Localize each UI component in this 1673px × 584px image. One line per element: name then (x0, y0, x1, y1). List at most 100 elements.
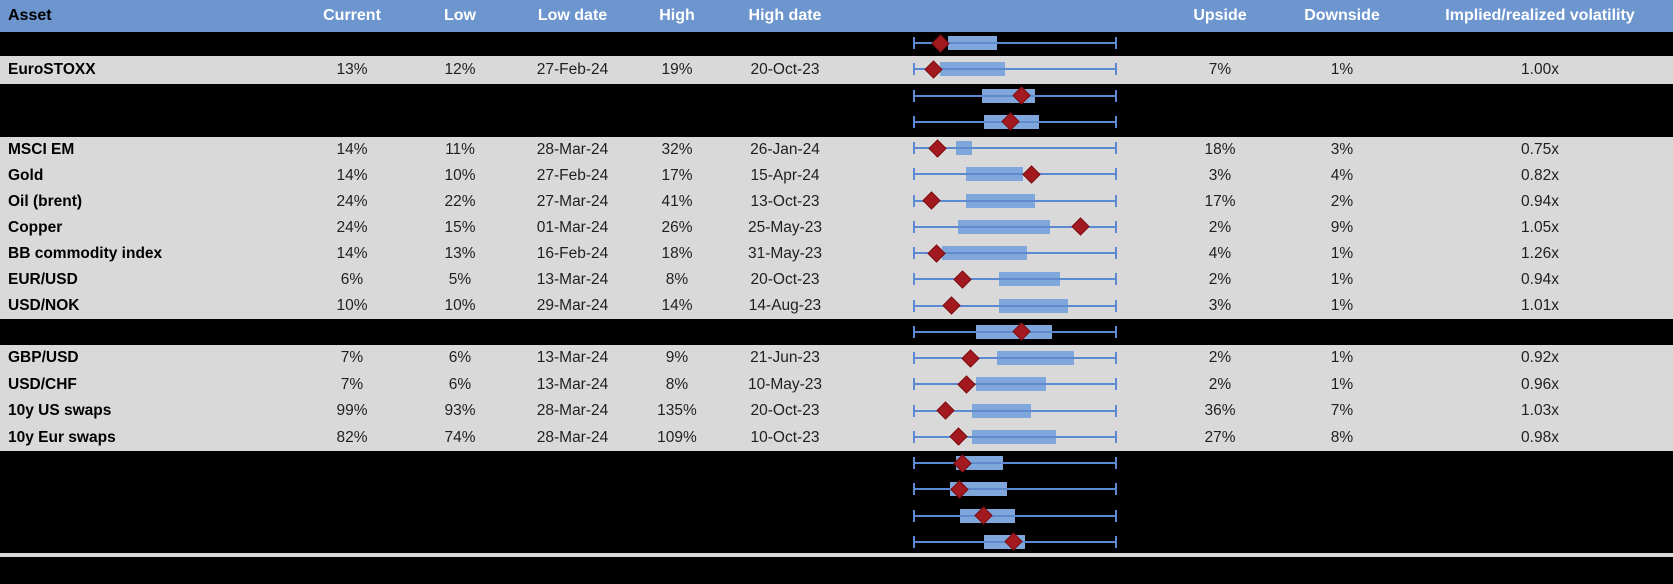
implied-realized-value: 1.00x (1521, 61, 1559, 78)
whisker-cap-left (913, 142, 915, 155)
high-date-value: 20-Oct-23 (750, 61, 820, 78)
downside-value: 1% (1330, 375, 1354, 393)
low-date-value: 29-Mar-24 (536, 297, 609, 314)
whisker-cap-right (1115, 404, 1117, 417)
low-date-value: 13-Mar-24 (536, 375, 609, 393)
current-marker-diamond (1022, 165, 1041, 184)
column-header-high-date[interactable]: High date (748, 7, 822, 24)
implied-realized-value: 0.94x (1521, 271, 1559, 288)
boxplot-msci-em (913, 138, 1117, 158)
table-row[interactable]: EUR/USD 6% 5% 13-Mar-24 8% 20-Oct-23 2% … (0, 267, 1673, 293)
whisker-line (913, 488, 1117, 491)
current-value: 7% (340, 349, 364, 366)
current-value: 14% (336, 245, 368, 262)
implied-realized-value: 1.03x (1521, 402, 1559, 419)
whisker-cap-right (1115, 483, 1117, 496)
high-value: 109% (657, 428, 697, 446)
current-marker-diamond (952, 270, 972, 289)
table-row[interactable]: EuroSTOXX 13% 12% 27-Feb-24 19% 20-Oct-2… (0, 56, 1673, 84)
box-range (998, 298, 1069, 313)
boxplot-hidden-row-19 (913, 532, 1117, 552)
table-row[interactable]: Oil (brent) 24% 22% 27-Mar-24 41% 13-Oct… (0, 189, 1673, 215)
column-header-low[interactable]: Low (444, 7, 476, 24)
boxplot-eurostoxx (913, 59, 1117, 79)
table-row[interactable]: MSCI EM 14% 11% 28-Mar-24 32% 26-Jan-24 … (0, 137, 1673, 163)
low-value: 11% (445, 141, 475, 158)
table-row[interactable]: Copper 24% 15% 01-Mar-24 26% 25-May-23 2… (0, 215, 1673, 241)
high-date-value: 26-Jan-24 (750, 141, 820, 158)
current-value: 14% (336, 167, 368, 184)
current-value: 99% (336, 402, 368, 419)
whisker-cap-right (1115, 89, 1117, 102)
column-header-asset[interactable]: Asset (8, 7, 52, 24)
column-header-upside[interactable]: Upside (1193, 7, 1247, 24)
whisker-line (913, 514, 1117, 517)
boxplot-eur-usd (913, 269, 1117, 289)
high-date-value: 31-May-23 (747, 245, 823, 262)
whisker-cap-left (913, 509, 915, 522)
high-value: 9% (665, 349, 689, 366)
current-marker-diamond (1071, 217, 1090, 237)
current-marker-diamond (928, 138, 947, 158)
table-row[interactable]: GBP/USD 7% 6% 13-Mar-24 9% 21-Jun-23 2% … (0, 345, 1673, 371)
whisker-cap-right (1115, 509, 1117, 522)
box-range (972, 403, 1032, 418)
upside-value: 2% (1208, 349, 1232, 366)
low-value: 5% (448, 271, 472, 288)
low-value: 13% (444, 245, 476, 262)
box-range (939, 62, 1005, 77)
whisker-cap-right (1115, 194, 1117, 207)
median-line (939, 68, 1005, 71)
implied-realized-value: 0.75x (1521, 141, 1559, 158)
asset-name: 10y US swaps (8, 402, 112, 419)
median-line (976, 383, 1046, 386)
median-line (972, 409, 1032, 412)
high-value: 8% (665, 375, 689, 393)
high-value: 14% (661, 297, 693, 314)
low-date-value: 28-Mar-24 (536, 141, 609, 158)
whisker-cap-right (1115, 247, 1117, 260)
low-date-value: 28-Mar-24 (536, 428, 609, 446)
downside-value: 7% (1330, 402, 1354, 419)
downside-value: 2% (1330, 193, 1354, 210)
boxplot-10y-eur-swaps (913, 427, 1117, 447)
column-header-current[interactable]: Current (323, 7, 381, 24)
box-range (941, 246, 1028, 261)
asset-name: BB commodity index (8, 245, 163, 262)
implied-realized-value: 0.82x (1521, 167, 1559, 184)
current-marker-diamond (942, 296, 961, 315)
table-row[interactable]: 10y US swaps 99% 93% 28-Mar-24 135% 20-O… (0, 398, 1673, 424)
asset-name: Copper (8, 219, 63, 236)
whisker-cap-right (1115, 273, 1117, 286)
table-row[interactable]: BB commodity index 14% 13% 16-Feb-24 18%… (0, 241, 1673, 267)
whisker-cap-right (1115, 63, 1117, 76)
high-date-value: 20-Oct-23 (750, 402, 820, 419)
downside-value: 4% (1330, 167, 1354, 184)
table-row[interactable]: 10y Eur swaps 82% 74% 28-Mar-24 109% 10-… (0, 424, 1673, 451)
low-date-value: 27-Mar-24 (536, 193, 609, 210)
table-row[interactable]: USD/CHF 7% 6% 13-Mar-24 8% 10-May-23 2% … (0, 371, 1673, 398)
table-row[interactable]: Gold 14% 10% 27-Feb-24 17% 15-Apr-24 3% … (0, 163, 1673, 189)
boxplot-hidden-row-18 (913, 506, 1117, 526)
whisker-cap-left (913, 299, 915, 312)
boxplot-gold (913, 164, 1117, 184)
whisker-cap-right (1115, 430, 1117, 443)
asset-name: MSCI EM (8, 141, 75, 158)
box-range (972, 429, 1056, 444)
asset-name: GBP/USD (8, 349, 79, 366)
table-row[interactable]: USD/NOK 10% 10% 29-Mar-24 14% 14-Aug-23 … (0, 293, 1673, 319)
high-date-value: 13-Oct-23 (750, 193, 820, 210)
column-header-low-date[interactable]: Low date (537, 7, 608, 24)
downside-value: 1% (1330, 245, 1354, 262)
column-header-downside[interactable]: Downside (1304, 7, 1380, 24)
column-header-implied-realized[interactable]: Implied/realized volatility (1445, 7, 1635, 24)
boxplot-hidden-row-16 (913, 453, 1117, 473)
boxplot-chart-overlay (913, 0, 1117, 584)
asset-name: USD/NOK (8, 297, 80, 314)
whisker-cap-right (1115, 220, 1117, 233)
boxplot-hidden-row-0 (913, 33, 1117, 53)
column-header-high[interactable]: High (659, 7, 695, 24)
box-range (966, 167, 1024, 182)
upside-value: 36% (1204, 402, 1236, 419)
